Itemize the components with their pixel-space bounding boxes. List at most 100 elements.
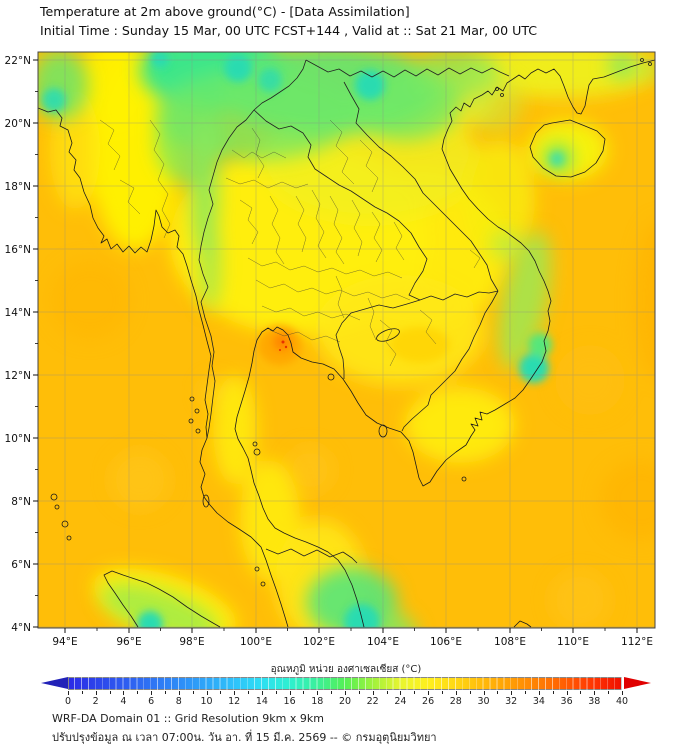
lat-tick-label: 22°N (5, 55, 31, 67)
colorbar-tick-label: 4 (120, 696, 127, 707)
colorbar-tick-label: 38 (588, 696, 601, 707)
colorbar-tick-label: 24 (394, 696, 407, 707)
map-plot-area (38, 52, 655, 628)
colorbar-tick (386, 691, 388, 694)
colorbar-tick (234, 691, 236, 695)
colorbar-tick (192, 691, 194, 694)
lon-tick-label: 112°E (621, 636, 653, 648)
lat-tick-label: 14°N (5, 307, 31, 319)
colorbar-tick-label: 34 (532, 696, 545, 707)
colorbar-tick-label: 20 (338, 696, 352, 707)
page-subtitle: Initial Time : Sunday 15 Mar, 00 UTC FCS… (40, 23, 538, 38)
colorbar-tick-label: 22 (366, 696, 379, 707)
islands (50, 58, 652, 587)
lon-tick-label: 106°E (430, 636, 462, 648)
colorbar-tick (123, 691, 125, 695)
colorbar-tick (414, 691, 416, 694)
map-frame (37, 51, 656, 629)
colorbar-tick-label: 18 (311, 696, 324, 707)
country-borders (198, 59, 510, 564)
colorbar-tick (580, 691, 582, 694)
lon-tick-label: 108°E (494, 636, 526, 648)
lat-tick-label: 18°N (5, 181, 31, 193)
colorbar-tick (164, 691, 166, 694)
lon-axis-ticks: 94°E 96°E 98°E 100°E 102°E 104°E 106°E 108°E 110… (52, 628, 653, 648)
colorbar-tick (151, 691, 153, 695)
colorbar-tick-label: 36 (560, 696, 573, 707)
lat-tick-label: 8°N (11, 496, 31, 508)
colorbar-tick (525, 691, 527, 694)
colorbar-tick-label: 14 (255, 696, 268, 707)
lat-tick-label: 10°N (5, 433, 31, 445)
lat-tick-label: 20°N (5, 118, 31, 130)
colorbar-tick-label: 12 (228, 696, 241, 707)
lat-tick-label: 6°N (11, 559, 31, 571)
lon-tick-label: 104°E (367, 636, 399, 648)
colorbar-tick (469, 691, 471, 694)
lat-tick-label: 16°N (5, 244, 31, 256)
colorbar-tick-label: 16 (283, 696, 296, 707)
page-title: Temperature at 2m above ground(°C) - [Da… (40, 4, 410, 19)
hottest-flecks (279, 340, 288, 351)
footer-domain-info: WRF-DA Domain 01 :: Grid Resolution 9km … (52, 712, 324, 725)
colorbar-tick (345, 691, 346, 695)
colorbar-tick-label: 26 (422, 696, 435, 707)
colorbar-tick (441, 691, 443, 694)
colorbar-tick (358, 691, 360, 694)
colorbar-tick (137, 691, 139, 694)
colorbar-tick-label: 8 (175, 696, 182, 707)
colorbar-tick (511, 691, 513, 695)
lon-tick-label: 102°E (303, 636, 335, 648)
colorbar-tick (178, 691, 180, 695)
lon-tick-label: 94°E (52, 636, 77, 648)
colorbar-tick (372, 691, 374, 695)
colorbar-tick (608, 691, 610, 694)
lon-tick-label: 98°E (179, 636, 204, 648)
lon-tick-label: 110°E (557, 636, 589, 648)
lat-tick-label: 12°N (5, 370, 31, 382)
province-borders (99, 119, 481, 367)
colorbar-tick (483, 691, 485, 695)
footer-update-info: ปรับปรุงข้อมูล ณ เวลา 07:00น. วัน อา. ที… (52, 731, 437, 744)
temperature-field (38, 52, 655, 628)
colorbar-tick-label: 40 (615, 696, 629, 707)
colorbar-tick (622, 691, 623, 695)
colorbar-tick (261, 691, 263, 695)
colorbar-tick (317, 691, 319, 695)
colorbar-tick (81, 691, 83, 694)
coastlines (38, 59, 655, 628)
colorbar-tick-label: 6 (148, 696, 155, 707)
colorbar-tick (303, 691, 305, 694)
colorbar-tick (331, 691, 333, 694)
colorbar (41, 677, 651, 690)
colorbar-tick-label: 2 (92, 696, 99, 707)
colorbar-tick (248, 691, 250, 694)
lat-tick-label: 4°N (11, 622, 31, 634)
colorbar-tick (538, 691, 540, 695)
colorbar-tick-label: 30 (477, 696, 490, 707)
colorbar-tick-label: 32 (505, 696, 518, 707)
colorbar-tick-label: 10 (200, 696, 213, 707)
colorbar-tick (594, 691, 596, 695)
colorbar-ticks: 0 2 4 6 8 10 12 14 16 18 20 22 24 26 28 30 32 34 36 38 40 (41, 691, 651, 707)
colorbar-tick (455, 691, 457, 695)
colorbar-tick-label: 0 (64, 696, 72, 707)
colorbar-title: อุณหภูมิ หน่วย องศาเซลเซียส (°C) (270, 664, 422, 675)
lon-tick-label: 100°E (240, 636, 272, 648)
colorbar-segment-lines (68, 677, 622, 690)
colorbar-tick (400, 691, 402, 695)
colorbar-tick (552, 691, 554, 694)
colorbar-over-arrow (624, 677, 651, 689)
colorbar-tick (428, 691, 430, 695)
lat-axis-ticks: 22°N 20°N 18°N 16°N 14°N 12°N 10°N 8°N 6°N 4°N (5, 55, 38, 634)
colorbar-tick (289, 691, 291, 695)
colorbar-tick (275, 691, 277, 694)
colorbar-under-arrow (41, 677, 68, 689)
colorbar-tick (68, 691, 69, 695)
gridlines (38, 52, 655, 628)
colorbar-tick (497, 691, 499, 694)
colorbar-tick (109, 691, 111, 694)
colorbar-tick (206, 691, 208, 695)
